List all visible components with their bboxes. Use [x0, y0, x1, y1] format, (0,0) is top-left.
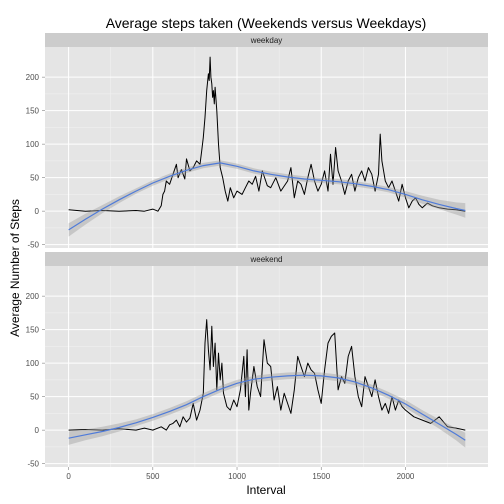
y-tick-label: 0 — [35, 207, 40, 216]
panel-weekend: weekend -50 0 50 100 150 200 — [26, 252, 488, 469]
y-tick-label: 100 — [26, 359, 40, 368]
panel-background — [45, 266, 488, 467]
y-tick-label: 50 — [30, 393, 39, 402]
x-axis-title: Interval — [246, 483, 285, 497]
x-tick-label: 0 — [66, 472, 71, 481]
y-tick-label: 50 — [30, 174, 39, 183]
chart-title: Average steps taken (Weekends versus Wee… — [106, 15, 427, 31]
y-tick-label: -50 — [27, 460, 39, 469]
panel-weekday: weekday -50 0 50 100 150 200 — [26, 33, 488, 250]
y-tick-label: 200 — [26, 73, 40, 82]
strip-background — [45, 33, 488, 47]
strip-label-weekday: weekday — [250, 36, 283, 45]
smoothed-trend-line — [68, 162, 466, 231]
x-tick-label: 1000 — [228, 472, 246, 481]
y-tick-label: 150 — [26, 107, 40, 116]
x-tick-label: 500 — [146, 472, 160, 481]
average-steps-line — [68, 56, 466, 212]
y-tick-label: 100 — [26, 140, 40, 149]
average-steps-line — [68, 319, 466, 431]
panel-background — [45, 47, 488, 248]
x-tick-label: 1500 — [312, 472, 330, 481]
y-tick-label: 150 — [26, 326, 40, 335]
y-tick-label: 0 — [35, 426, 40, 435]
x-tick-label: 2000 — [397, 472, 415, 481]
smoothed-trend-line — [68, 374, 466, 441]
y-tick-label: -50 — [27, 241, 39, 250]
chart-panels: weekday -50 0 50 100 150 200 weekend -50 0 50 100 15… — [26, 33, 488, 481]
y-axis-title: Average Number of Steps — [8, 199, 22, 337]
y-tick-label: 200 — [26, 292, 40, 301]
strip-background — [45, 252, 488, 266]
confidence-band — [68, 160, 466, 237]
strip-label-weekend: weekend — [249, 255, 282, 264]
